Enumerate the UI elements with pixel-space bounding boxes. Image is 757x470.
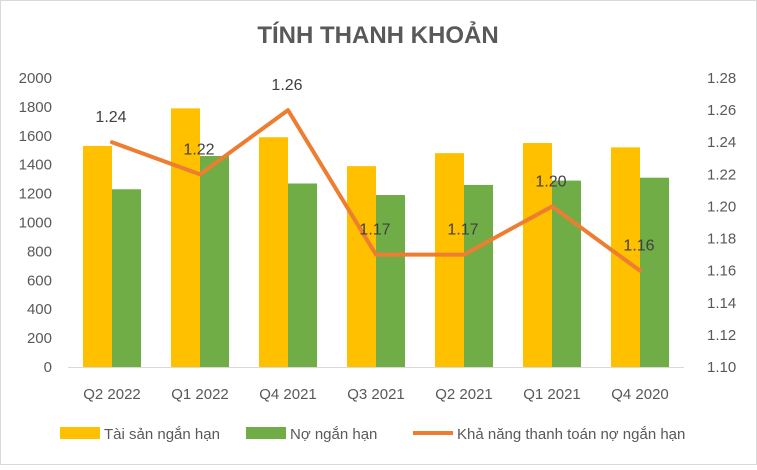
y-left-tick-label: 200 — [27, 330, 52, 347]
legend-item: Khả năng thanh toán nợ ngắn hạn — [413, 426, 685, 443]
legend-label: Khả năng thanh toán nợ ngắn hạn — [457, 426, 685, 443]
bar-tai-san-ngan-han — [259, 137, 288, 367]
y-left-tick-label: 600 — [27, 272, 52, 289]
line-data-label: 1.22 — [183, 141, 214, 158]
bar-tai-san-ngan-han — [435, 153, 464, 367]
chart-title: TÍNH THANH KHOẢN — [257, 20, 498, 49]
y-right-tick-label: 1.24 — [707, 134, 736, 151]
line-data-label: 1.20 — [535, 173, 566, 190]
bar-no-ngan-han — [200, 156, 229, 367]
legend-swatch — [246, 427, 286, 439]
x-tick-label: Q4 2021 — [259, 386, 317, 403]
legend-item: Tài sản ngắn hạn — [60, 426, 220, 443]
y-left-tick-label: 800 — [27, 243, 52, 260]
y-right-tick-label: 1.12 — [707, 327, 736, 344]
x-tick-label: Q4 2020 — [611, 386, 669, 403]
line-data-label: 1.26 — [271, 77, 302, 94]
x-tick-label: Q2 2021 — [435, 386, 493, 403]
x-tick-label: Q3 2021 — [347, 386, 405, 403]
y-left-tick-label: 1600 — [19, 128, 52, 145]
bar-no-ngan-han — [112, 189, 141, 367]
bar-tai-san-ngan-han — [347, 166, 376, 367]
y-right-tick-label: 1.16 — [707, 263, 736, 280]
line-data-label: 1.17 — [447, 222, 478, 239]
bar-no-ngan-han — [288, 183, 317, 367]
bar-no-ngan-han — [464, 184, 493, 367]
y-left-tick-label: 1400 — [19, 157, 52, 174]
y-right-tick-label: 1.28 — [707, 70, 736, 87]
legend-label: Nợ ngắn hạn — [290, 426, 377, 443]
y-left-tick-label: 1800 — [19, 99, 52, 116]
x-tick-label: Q1 2021 — [523, 386, 581, 403]
bar-no-ngan-han — [640, 177, 669, 367]
bar-no-ngan-han — [376, 195, 405, 367]
y-right-tick-label: 1.14 — [707, 295, 736, 312]
bar-tai-san-ngan-han — [611, 147, 640, 367]
line-data-label: 1.17 — [359, 222, 390, 239]
x-tick-label: Q1 2022 — [171, 386, 229, 403]
y-right-tick-label: 1.26 — [707, 102, 736, 119]
line-kha-nang-thanh-toan — [110, 108, 642, 273]
y-right-tick-label: 1.18 — [707, 231, 736, 248]
y-left-tick-label: 1200 — [19, 186, 52, 203]
bar-tai-san-ngan-han — [523, 143, 552, 367]
legend-swatch — [60, 427, 100, 439]
bar-tai-san-ngan-han — [171, 108, 200, 367]
line-data-label: 1.16 — [623, 238, 654, 255]
y-right-tick-label: 1.10 — [707, 359, 736, 376]
y-right-tick-label: 1.20 — [707, 198, 736, 215]
y-right-tick-label: 1.22 — [707, 166, 736, 183]
x-tick-label: Q2 2022 — [83, 386, 141, 403]
y-left-tick-label: 1000 — [19, 215, 52, 232]
legend-label: Tài sản ngắn hạn — [104, 426, 220, 443]
line-data-label: 1.24 — [95, 109, 126, 126]
bar-tai-san-ngan-han — [83, 145, 112, 367]
legend-item: Nợ ngắn hạn — [246, 426, 377, 443]
y-left-tick-label: 400 — [27, 301, 52, 318]
y-left-tick-label: 0 — [44, 359, 52, 376]
y-left-tick-label: 2000 — [19, 70, 52, 87]
